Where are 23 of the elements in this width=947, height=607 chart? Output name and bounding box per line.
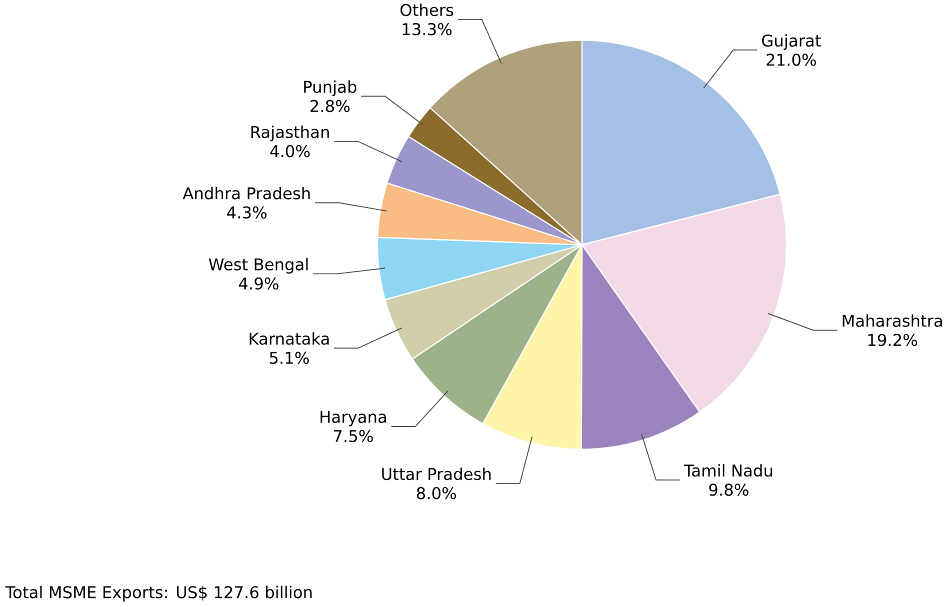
slice-label: Rajasthan <box>251 126 329 142</box>
data-label: 4.9% <box>238 277 278 290</box>
slice-label: Maharashtra <box>842 314 942 327</box>
data-label: 8.0% <box>416 487 456 500</box>
slice-label: Karnataka <box>250 332 329 345</box>
data-label: 9.8% <box>709 484 748 496</box>
slice-label: Haryana <box>320 410 386 426</box>
slice-label: Punjab <box>304 80 356 96</box>
data-label: 19.2% <box>868 334 918 346</box>
slice-label: Andhra Pradesh <box>182 186 310 200</box>
data-label: 5.1% <box>270 352 309 364</box>
slice-label: Others <box>400 4 454 16</box>
data-label: 4.0% <box>270 145 310 158</box>
data-label: 2.8% <box>310 100 350 112</box>
slice-label: West Bengal <box>208 258 308 274</box>
data-label: 4.3% <box>227 206 267 219</box>
data-label: 13.3% <box>402 23 452 36</box>
text: Total MSME Exports: US$ 127.6 billion <box>5 586 312 602</box>
data-label: 21.0% <box>766 54 816 66</box>
slice-label: Tamil Nadu <box>684 464 772 477</box>
slice-label: Uttar Pradesh <box>382 468 491 480</box>
slice-label: Gujarat <box>762 34 821 50</box>
data-label: 7.5% <box>334 430 373 442</box>
